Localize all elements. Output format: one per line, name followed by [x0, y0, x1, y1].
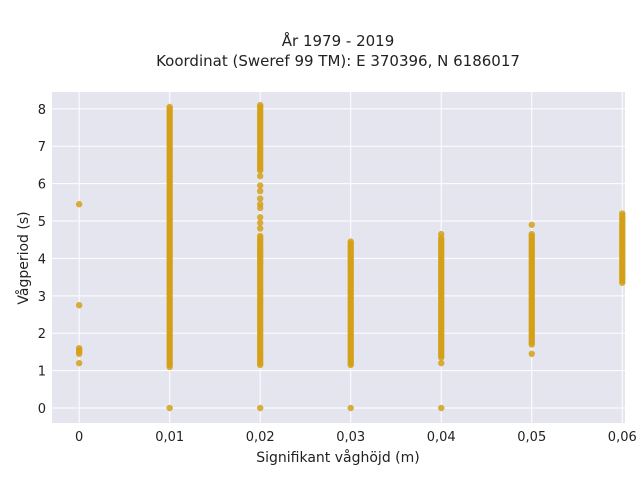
data-point	[438, 404, 445, 412]
data-point	[256, 101, 264, 109]
data-point	[256, 219, 264, 227]
data-point	[256, 204, 264, 212]
data-point	[528, 350, 535, 358]
data-point	[256, 195, 264, 202]
x-tick-label: 0,06	[608, 430, 637, 445]
data-point	[256, 172, 264, 180]
data-point	[528, 230, 535, 238]
data-point	[438, 230, 445, 238]
data-point	[619, 210, 626, 217]
data-point	[256, 182, 264, 189]
y-tick-label: 0	[38, 402, 46, 417]
x-axis-ticks: 0 0,01 0,02 0,03 0,04 0,05 0,06	[75, 430, 637, 445]
data-point	[256, 214, 264, 221]
y-tick-label: 5	[38, 215, 46, 230]
data-point	[256, 187, 264, 195]
y-axis-ticks: 0 1 2 3 4 5 6 7 8	[38, 103, 46, 417]
y-tick-label: 6	[38, 178, 46, 193]
data-point	[75, 359, 83, 367]
y-tick-label: 8	[38, 103, 46, 118]
y-tick-label: 7	[38, 140, 46, 155]
chart-title-line2: Koordinat (Sweref 99 TM): E 370396, N 61…	[156, 52, 520, 70]
data-point	[256, 404, 264, 412]
data-point	[75, 201, 83, 208]
data-point	[528, 221, 535, 228]
data-point	[347, 238, 354, 245]
data-point	[166, 404, 173, 412]
chart-title-line1: År 1979 - 2019	[282, 31, 395, 50]
y-tick-label: 3	[38, 290, 46, 305]
x-axis-label: Signifikant våghöjd (m)	[256, 449, 419, 466]
data-point	[75, 350, 83, 358]
data-points	[75, 101, 626, 412]
y-tick-label: 1	[38, 365, 46, 380]
x-tick-label: 0	[75, 430, 83, 445]
data-point	[347, 404, 354, 412]
x-tick-label: 0,03	[336, 430, 365, 445]
x-tick-label: 0,01	[155, 430, 184, 445]
data-point	[438, 359, 445, 367]
y-tick-label: 2	[38, 327, 46, 342]
y-axis-label: Vågperiod (s)	[15, 211, 32, 304]
x-tick-label: 0,05	[517, 430, 546, 445]
data-point	[75, 301, 83, 309]
y-tick-label: 4	[38, 252, 46, 267]
plot-area	[52, 92, 625, 423]
data-point	[166, 103, 173, 111]
x-tick-label: 0,02	[246, 430, 275, 445]
x-tick-label: 0,04	[427, 430, 456, 445]
data-point	[256, 232, 264, 240]
data-point	[256, 225, 264, 232]
